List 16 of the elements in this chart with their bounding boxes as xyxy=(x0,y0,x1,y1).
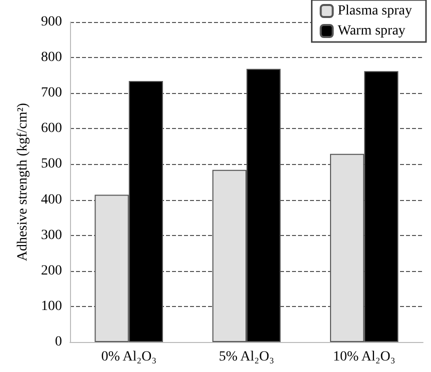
legend-label: Warm spray xyxy=(338,24,406,38)
x-tick-label: 5% Al₂O₃ xyxy=(218,350,274,364)
legend-label: Plasma spray xyxy=(338,4,412,18)
y-tick-label: 800 xyxy=(41,50,62,66)
y-tick-label: 0 xyxy=(55,334,62,350)
y-axis-title: Adhesive strength (kgf/cm²) xyxy=(16,102,30,262)
x-tick-label: 0% Al₂O₃ xyxy=(101,350,157,364)
y-tick-label: 700 xyxy=(41,86,62,101)
y-tick-label: 500 xyxy=(41,156,62,172)
y-tick-label: 300 xyxy=(41,228,62,243)
y-tick-label: 400 xyxy=(41,192,62,208)
y-tick-label: 900 xyxy=(41,14,62,30)
y-tick-label: 200 xyxy=(41,263,62,278)
y-tick-label: 100 xyxy=(41,298,62,314)
x-tick-label: 10% Al₂O₃ xyxy=(333,350,396,364)
y-tick-label: 600 xyxy=(41,121,62,136)
